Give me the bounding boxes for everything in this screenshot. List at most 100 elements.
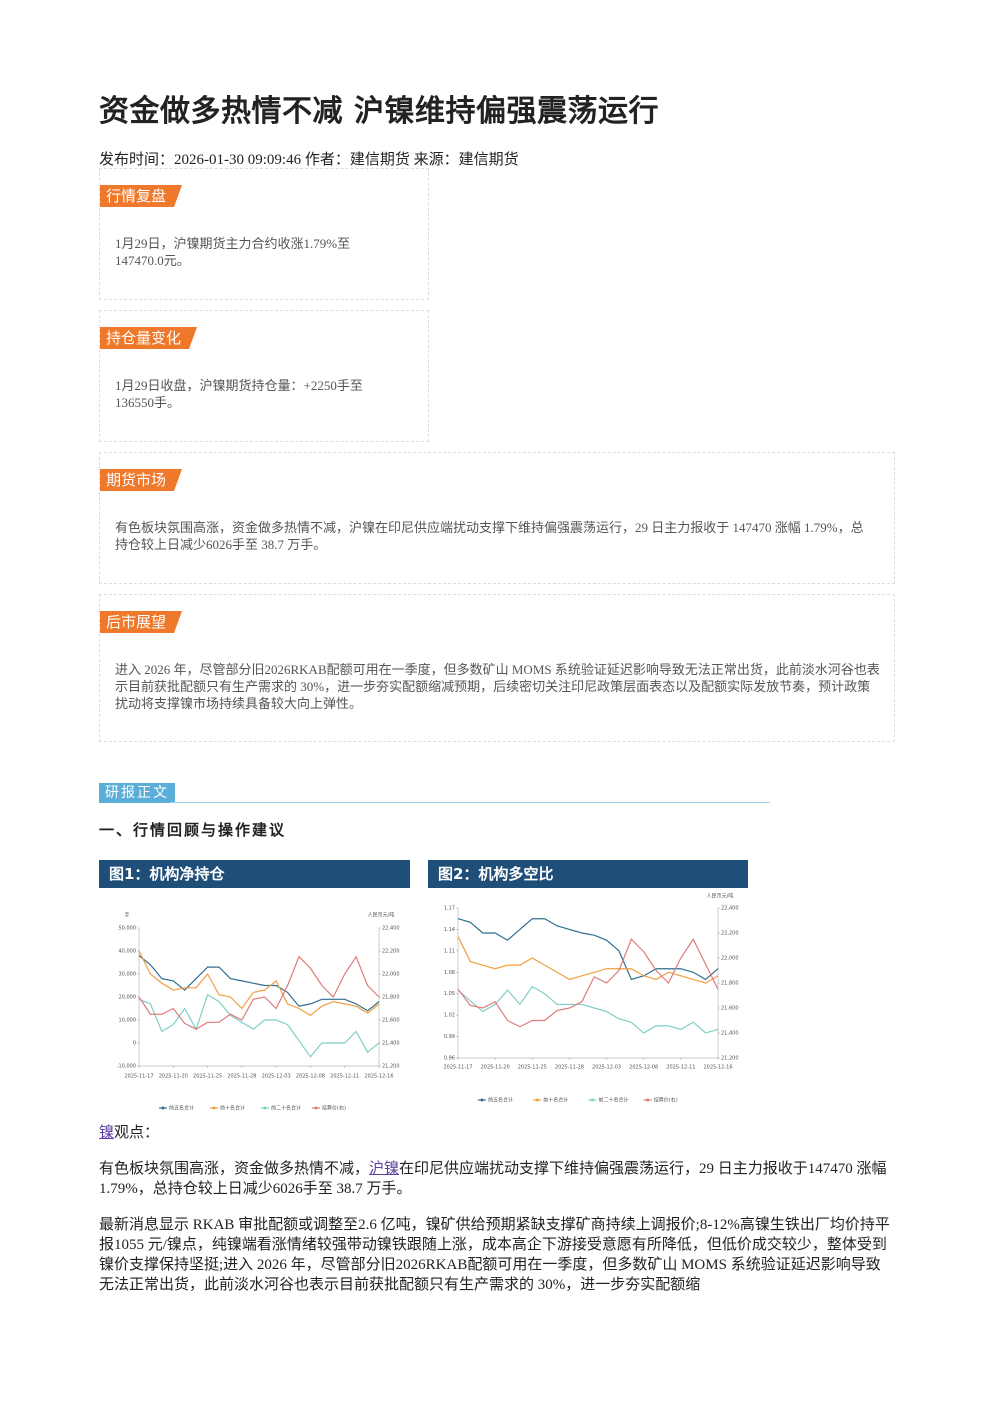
y-tick-label: 30,000 bbox=[119, 972, 137, 978]
section-box: 期货市场 有色板块氛围高涨，资金做多热情不减，沪镍在印尼供应端扰动支撑下维持偏强… bbox=[99, 452, 895, 584]
section-box: 持仓量变化 1月29日收盘，沪镍期货持仓量：+2250手至136550手。 bbox=[99, 310, 429, 442]
section-text: 有色板块氛围高涨，资金做多热情不减，沪镍在印尼供应端扰动支撑下维持偏强震荡运行，… bbox=[115, 520, 864, 552]
x-tick-label: 2025-12-08 bbox=[296, 1074, 325, 1080]
y-axis-label: 手 bbox=[124, 912, 129, 919]
section-tag: 后市展望 bbox=[100, 611, 182, 633]
divider bbox=[170, 802, 770, 803]
x-tick-label: 2025-11-28 bbox=[555, 1065, 584, 1071]
y2-tick-label: 21,800 bbox=[382, 995, 400, 1001]
y2-axis-label: 人民币元/吨 bbox=[368, 912, 395, 919]
section-text: 进入 2026 年，尽管部分旧2026RKAB配额可用在一季度，但多数矿山 MO… bbox=[115, 662, 880, 711]
x-tick-label: 2025-12-03 bbox=[592, 1065, 621, 1071]
link[interactable]: 沪镍 bbox=[369, 1161, 400, 1177]
legend-dot bbox=[263, 1106, 267, 1110]
x-tick-label: 2025-11-17 bbox=[124, 1074, 153, 1080]
legend-dot bbox=[535, 1098, 539, 1102]
y-tick-label: 0 bbox=[133, 1041, 136, 1047]
x-tick-label: 2025-11-28 bbox=[227, 1074, 256, 1080]
figure: 图1：机构净持仓 手 人民币元/吨 -10,000 0 10,000 20,000 30,0… bbox=[99, 860, 410, 1123]
y-tick-label: 0.96 bbox=[444, 1056, 455, 1062]
x-tick-label: 2025-12-16 bbox=[364, 1074, 393, 1080]
legend-label: 前十名合计 bbox=[220, 1105, 245, 1112]
series-line bbox=[457, 918, 719, 981]
y-tick-label: 1.17 bbox=[444, 906, 455, 912]
y-tick-label: 1.11 bbox=[444, 948, 455, 954]
y2-tick-label: 21,200 bbox=[721, 1056, 739, 1062]
y2-tick-label: 22,000 bbox=[382, 972, 400, 978]
paragraph: 有色板块氛围高涨，资金做多热情不减，沪镍在印尼供应端扰动支撑下维持偏强震荡运行，… bbox=[99, 1159, 894, 1199]
y2-tick-label: 22,200 bbox=[721, 931, 739, 937]
x-tick-label: 2025-12-11 bbox=[666, 1065, 695, 1071]
legend-label: 前十名合计 bbox=[543, 1097, 568, 1104]
legend-label: 前二十名合计 bbox=[599, 1097, 629, 1104]
legend-label: 前二十名合计 bbox=[271, 1105, 301, 1112]
link[interactable]: 镍 bbox=[99, 1125, 115, 1141]
view-heading: 镍观点： bbox=[99, 1123, 894, 1143]
chart: 人民币元/吨 0.96 0.99 1.02 1.05 1.08 1.11 1.14 1.17 21… bbox=[443, 893, 739, 1104]
series-line bbox=[457, 936, 719, 984]
section-text: 1月29日，沪镍期货主力合约收涨1.79%至147470.0元。 bbox=[115, 236, 351, 268]
y2-tick-label: 22,200 bbox=[382, 949, 400, 955]
y-tick-label: 1.14 bbox=[444, 927, 455, 933]
y2-tick-label: 22,400 bbox=[721, 906, 739, 912]
y-tick-label: 1.05 bbox=[444, 991, 455, 997]
legend-dot bbox=[591, 1098, 594, 1102]
y-tick-label: 0.99 bbox=[444, 1034, 455, 1040]
title: 资金做多热情不减 沪镍维持偏强震荡运行 bbox=[99, 94, 659, 129]
legend-dot bbox=[314, 1106, 318, 1110]
legend-label: 结算价(右) bbox=[654, 1097, 678, 1104]
y-tick-label: 20,000 bbox=[119, 995, 137, 1001]
section-box: 行情复盘 1月29日，沪镍期货主力合约收涨1.79%至147470.0元。 bbox=[99, 168, 429, 300]
legend-dot bbox=[212, 1106, 216, 1110]
y-tick-label: 1.08 bbox=[444, 970, 455, 976]
x-tick-label: 2025-12-08 bbox=[629, 1065, 658, 1071]
y-tick-label: 50,000 bbox=[119, 926, 137, 932]
figure-title: 图1：机构净持仓 bbox=[99, 860, 410, 888]
text: 在印尼供应端扰动支撑下维持偏强震荡运行，29 日主力报收于147470 涨幅 1… bbox=[99, 1161, 887, 1197]
x-tick-label: 2025-11-25 bbox=[193, 1074, 222, 1080]
chart: 手 人民币元/吨 -10,000 0 10,000 20,000 30,000 40,000 5… bbox=[117, 912, 400, 1112]
y-tick-label: 10,000 bbox=[119, 1018, 137, 1024]
view-label: 观点： bbox=[114, 1125, 160, 1141]
y2-tick-label: 21,400 bbox=[721, 1031, 739, 1037]
legend-label: 前五名合计 bbox=[488, 1097, 513, 1104]
legend-label: 结算价(右) bbox=[322, 1105, 346, 1112]
y2-tick-label: 21,600 bbox=[382, 1018, 400, 1024]
report-tag: 研报正文 bbox=[99, 783, 175, 803]
paragraph: 最新消息显示 RKAB 审批配额或调整至2.6 亿吨，镍矿供给预期紧缺支撑矿商持… bbox=[99, 1217, 890, 1293]
x-tick-label: 2025-12-16 bbox=[703, 1065, 732, 1071]
series-line bbox=[457, 985, 719, 1034]
series-line bbox=[138, 950, 380, 1017]
section-box: 后市展望 进入 2026 年，尽管部分旧2026RKAB配额可用在一季度，但多数… bbox=[99, 594, 895, 742]
section-text: 1月29日收盘，沪镍期货持仓量：+2250手至136550手。 bbox=[115, 378, 363, 410]
x-tick-label: 2025-11-25 bbox=[518, 1065, 547, 1071]
report-heading: 一、行情回顾与操作建议 bbox=[99, 821, 287, 839]
legend-dot bbox=[480, 1098, 484, 1102]
x-tick-label: 2025-11-20 bbox=[159, 1074, 188, 1080]
series-line bbox=[457, 938, 719, 1028]
legend-dot bbox=[646, 1098, 650, 1102]
y-tick-label: 1.02 bbox=[444, 1013, 455, 1019]
y2-tick-label: 21,800 bbox=[721, 981, 739, 987]
section-tag: 行情复盘 bbox=[100, 185, 182, 207]
legend-dot bbox=[161, 1106, 165, 1110]
y2-axis-label: 人民币元/吨 bbox=[707, 893, 734, 900]
x-tick-label: 2025-11-17 bbox=[443, 1065, 472, 1071]
y2-tick-label: 22,000 bbox=[721, 956, 739, 962]
text: 有色板块氛围高涨，资金做多热情不减， bbox=[99, 1161, 370, 1177]
x-tick-label: 2025-12-11 bbox=[330, 1074, 359, 1080]
meta: 发布时间：2026-01-30 09:09:46 作者：建信期货 来源：建信期货 bbox=[99, 152, 519, 168]
y2-tick-label: 22,400 bbox=[382, 926, 400, 932]
x-tick-label: 2025-11-20 bbox=[481, 1065, 510, 1071]
y-tick-label: 40,000 bbox=[119, 949, 137, 955]
y2-tick-label: 21,400 bbox=[382, 1041, 400, 1047]
figure: 图2：机构多空比 人民币元/吨 0.96 0.99 1.02 1.05 1.08 1.11 1… bbox=[428, 860, 748, 1123]
y2-tick-label: 21,600 bbox=[721, 1006, 739, 1012]
legend-label: 前五名合计 bbox=[169, 1105, 194, 1112]
y-tick-label: -10,000 bbox=[117, 1064, 136, 1070]
y2-tick-label: 21,200 bbox=[382, 1064, 400, 1070]
section-tag: 期货市场 bbox=[100, 469, 182, 491]
section-tag: 持仓量变化 bbox=[100, 327, 197, 349]
series-line bbox=[138, 955, 380, 1030]
